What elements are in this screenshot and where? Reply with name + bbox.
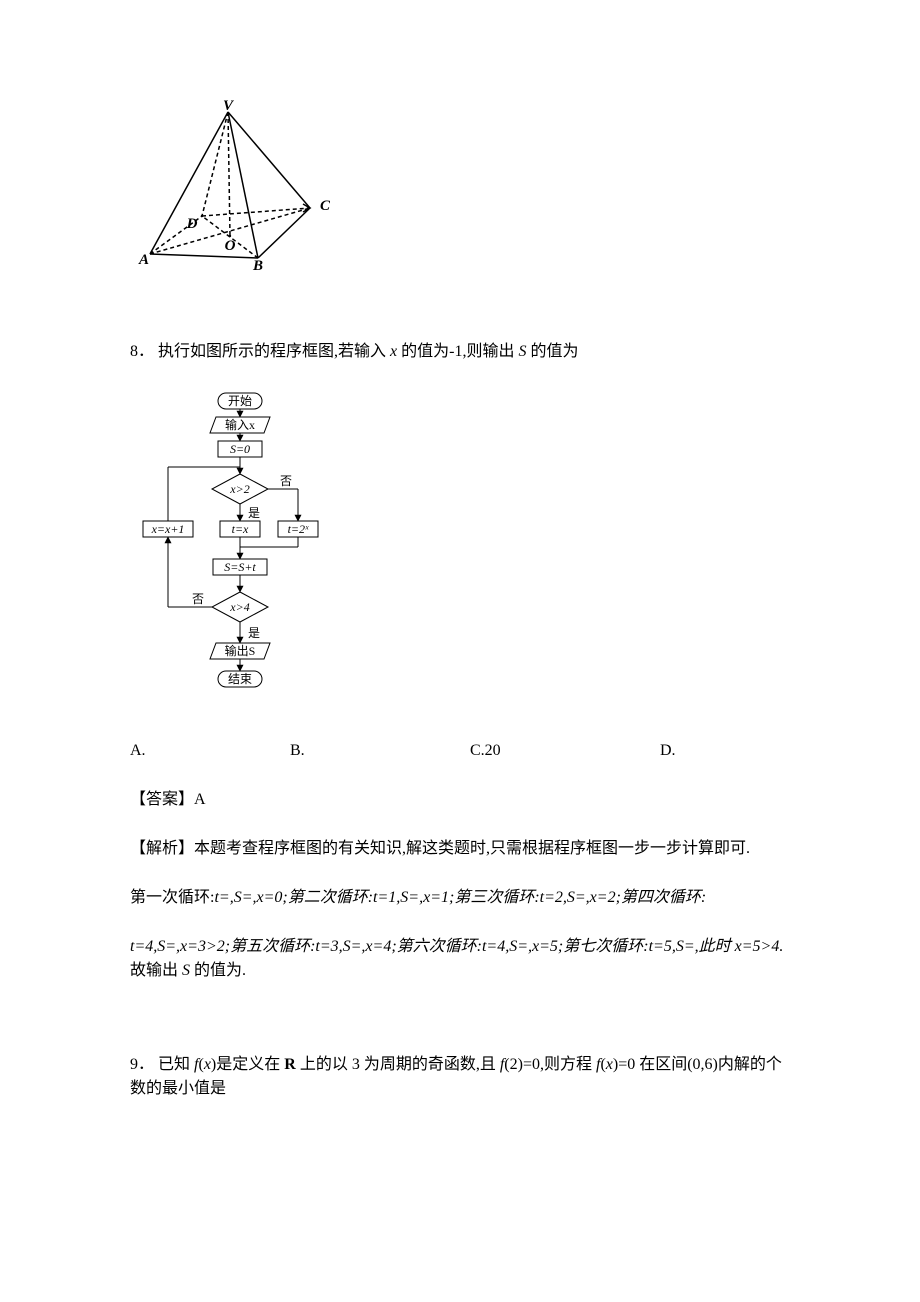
fc-cond2: x>4 <box>229 600 249 614</box>
q8-answer-label: 【答案】 <box>130 791 194 808</box>
pyramid-figure: V A B C D O <box>130 100 790 270</box>
q8-text-3: 的值为 <box>530 343 578 360</box>
fc-cond2-no: 否 <box>192 592 204 606</box>
fc-sst: S=S+t <box>224 560 256 574</box>
q8-options: A. B. C.20 D. <box>130 739 790 763</box>
q9-R: R <box>284 1056 296 1073</box>
q9-number: 9． <box>130 1056 154 1073</box>
q8-question: 8． 执行如图所示的程序框图,若输入 x 的值为-1,则输出 S 的值为 <box>130 340 790 364</box>
q8-trace-out: 故输出 S 的值为. <box>130 962 246 979</box>
q8-explain-text: 本题考查程序框图的有关知识,解这类题时,只需根据程序框图一步一步计算即可. <box>194 840 750 857</box>
q8-option-a: A. <box>130 739 290 763</box>
fc-tx: t=x <box>232 522 249 536</box>
q8-option-b: B. <box>290 739 470 763</box>
label-A: A <box>138 252 149 268</box>
q8-explanation: 【解析】本题考查程序框图的有关知识,解这类题时,只需根据程序框图一步一步计算即可… <box>130 837 790 861</box>
q8-explain-label: 【解析】 <box>130 840 194 857</box>
fc-cond1: x>2 <box>229 482 249 496</box>
fc-t2x: t=2ˣ <box>288 522 309 536</box>
fc-s0: S=0 <box>230 442 250 456</box>
q8-number: 8． <box>130 343 154 360</box>
q8-trace2-body: t=4,S=,x=3>2;第五次循环:t=3,S=,x=4;第六次循环:t=4,… <box>130 938 783 955</box>
flowchart-figure: 开始 输入x S=0 x>2 否 是 <box>130 389 790 709</box>
label-V: V <box>223 100 235 114</box>
q8-answer-value: A <box>194 791 206 808</box>
q8-trace-2: t=4,S=,x=3>2;第五次循环:t=3,S=,x=4;第六次循环:t=4,… <box>130 935 790 983</box>
label-C: C <box>320 198 330 214</box>
q8-answer: 【答案】A <box>130 788 790 812</box>
fc-end: 结束 <box>228 672 252 686</box>
label-O: O <box>225 238 236 254</box>
q9-text: 已知 f(x)是定义在 R 上的以 3 为周期的奇函数,且 f(2)=0,则方程… <box>130 1056 782 1097</box>
fc-xinc: x=x+1 <box>151 522 185 536</box>
q8-var-x: x <box>390 343 397 360</box>
q8-trace1-body: t=,S=,x=0;第二次循环:t=1,S=,x=1;第三次循环:t=2,S=,… <box>214 889 706 906</box>
q8-option-d: D. <box>660 739 760 763</box>
q8-text-1: 执行如图所示的程序框图,若输入 <box>158 343 390 360</box>
q8-option-c: C.20 <box>470 739 660 763</box>
q8-text-2: 的值为-1,则输出 <box>401 343 518 360</box>
fc-cond1-no: 否 <box>280 474 292 488</box>
fc-out: 输出S <box>225 643 256 658</box>
fc-start: 开始 <box>228 394 252 408</box>
svg-text:输入x: 输入x <box>225 417 255 432</box>
flowchart-svg: 开始 输入x S=0 x>2 否 是 <box>130 389 365 709</box>
label-D: D <box>186 216 198 232</box>
fc-cond2-yes: 是 <box>248 626 260 640</box>
q8-trace-1: 第一次循环:t=,S=,x=0;第二次循环:t=1,S=,x=1;第三次循环:t… <box>130 886 790 910</box>
pyramid-svg: V A B C D O <box>130 100 330 270</box>
q9-question: 9． 已知 f(x)是定义在 R 上的以 3 为周期的奇函数,且 f(2)=0,… <box>130 1053 790 1101</box>
q8-var-S: S <box>518 343 526 360</box>
fc-input: 输入x <box>225 417 255 432</box>
label-B: B <box>252 258 263 270</box>
fc-cond1-yes: 是 <box>248 506 260 520</box>
q8-trace1-pre: 第一次循环: <box>130 889 214 906</box>
